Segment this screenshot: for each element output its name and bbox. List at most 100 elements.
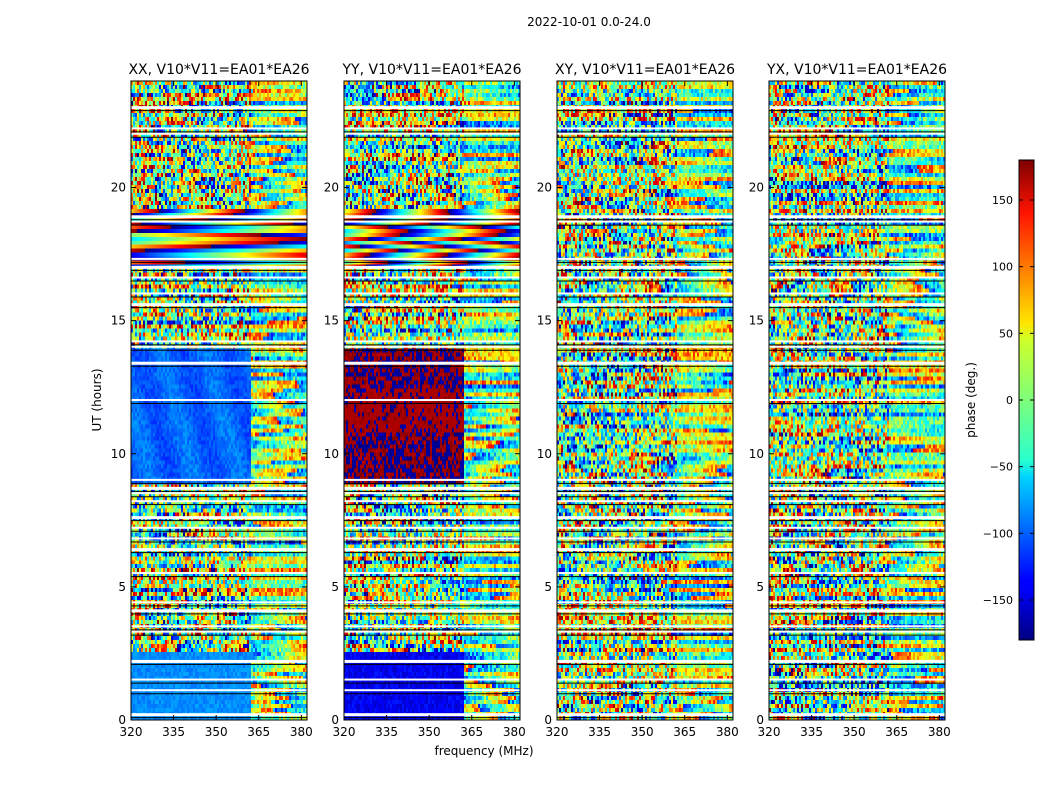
- flagged-row: [769, 132, 945, 135]
- y-tick-label: 15: [537, 314, 552, 328]
- flagged-row: [557, 265, 733, 269]
- flagged-row: [131, 526, 307, 529]
- flagged-row: [557, 548, 733, 552]
- flagged-row: [131, 678, 307, 681]
- flagged-row: [344, 659, 520, 663]
- flagged-row: [131, 500, 307, 503]
- flagged-row: [344, 257, 520, 260]
- flagged-row: [344, 132, 520, 135]
- flagged-row: [131, 276, 307, 279]
- colorbar: 150 100 50 0 −50 −100 −150 phase (deg.): [964, 159, 1035, 641]
- x-tick-label: 380: [290, 725, 313, 739]
- flagged-row: [131, 292, 307, 295]
- flagged-row: [344, 276, 520, 279]
- flagged-row: [131, 478, 307, 481]
- flagged-row: [131, 516, 307, 520]
- y-tick-label: 20: [111, 181, 126, 195]
- flagged-row: [769, 630, 945, 633]
- flagged-row: [131, 659, 307, 663]
- flagged-row: [769, 361, 945, 365]
- flagged-row: [557, 689, 733, 692]
- flagged-row: [557, 492, 733, 495]
- flagged-row: [344, 713, 520, 717]
- flagged-row: [344, 526, 520, 529]
- x-tick-label: 365: [885, 725, 908, 739]
- flagged-row: [131, 713, 307, 717]
- flagged-row: [131, 689, 307, 692]
- flagged-row: [769, 215, 945, 219]
- flagged-row: [769, 492, 945, 495]
- x-axis-label: frequency (MHz): [434, 744, 533, 758]
- panel-xx: XX, V10*V11=EA01*EA26 320 335 350 365 380 0 5 10…: [111, 62, 313, 739]
- flagged-row: [131, 630, 307, 633]
- flagged-row: [769, 292, 945, 295]
- flagged-row: [557, 399, 733, 401]
- flagged-row: [131, 303, 307, 307]
- flagged-row: [344, 516, 520, 520]
- flagged-row: [131, 215, 307, 219]
- flagged-row: [344, 303, 520, 307]
- figure-title: 2022-10-01 0.0-24.0: [527, 15, 651, 29]
- panel-title: XY, V10*V11=EA01*EA26: [555, 62, 735, 78]
- y-tick-label: 0: [118, 713, 126, 727]
- flagged-row: [131, 609, 307, 613]
- flagged-row: [769, 625, 945, 628]
- flagged-row: [769, 340, 945, 343]
- flagged-row: [769, 127, 945, 130]
- x-tick-label: 380: [928, 725, 951, 739]
- flagged-row: [769, 526, 945, 529]
- flagged-row: [344, 500, 520, 503]
- flagged-row: [769, 345, 945, 348]
- flagged-row: [557, 486, 733, 490]
- x-tick-label: 335: [162, 725, 185, 739]
- colorbar-tick-label: 150: [992, 194, 1013, 207]
- flagged-row: [557, 478, 733, 481]
- flagged-row: [131, 265, 307, 269]
- panel-title: YX, V10*V11=EA01*EA26: [766, 62, 947, 78]
- flagged-row: [344, 572, 520, 575]
- flagged-row: [769, 516, 945, 520]
- flagged-row: [769, 106, 945, 110]
- panel-frame: [130, 80, 308, 721]
- y-tick-label: 0: [544, 713, 552, 727]
- flagged-row: [557, 106, 733, 110]
- flagged-row: [557, 257, 733, 260]
- flagged-row: [769, 500, 945, 503]
- flagged-row: [344, 492, 520, 495]
- y-tick-label: 5: [544, 580, 552, 594]
- flagged-row: [344, 106, 520, 110]
- flagged-row: [344, 340, 520, 343]
- flagged-row: [131, 486, 307, 490]
- x-tick-label: 320: [120, 725, 143, 739]
- x-tick-label: 320: [546, 725, 569, 739]
- y-tick-label: 10: [537, 447, 552, 461]
- x-tick-label: 350: [205, 725, 228, 739]
- flagged-row: [344, 220, 520, 223]
- flagged-row: [557, 292, 733, 295]
- y-tick-label: 10: [749, 447, 764, 461]
- flagged-row: [344, 345, 520, 348]
- x-tick-label: 350: [843, 725, 866, 739]
- colorbar-tick-label: −50: [990, 461, 1013, 474]
- flagged-row: [557, 625, 733, 628]
- flagged-row: [557, 659, 733, 663]
- flagged-row: [769, 478, 945, 481]
- x-tick-label: 350: [631, 725, 654, 739]
- flagged-row: [557, 537, 733, 540]
- flagged-row: [131, 492, 307, 495]
- flagged-row: [557, 678, 733, 681]
- x-tick-label: 365: [673, 725, 696, 739]
- flagged-row: [557, 713, 733, 717]
- flagged-row: [557, 572, 733, 575]
- flagged-row: [557, 127, 733, 130]
- flagged-row: [131, 537, 307, 540]
- y-tick-label: 5: [118, 580, 126, 594]
- flagged-row: [769, 537, 945, 540]
- flagged-row: [131, 132, 307, 135]
- x-tick-label: 380: [716, 725, 739, 739]
- colorbar-tick-label: −100: [983, 527, 1013, 540]
- flagged-row: [344, 361, 520, 365]
- flagged-row: [344, 292, 520, 295]
- flagged-row: [131, 106, 307, 110]
- flagged-row: [769, 220, 945, 223]
